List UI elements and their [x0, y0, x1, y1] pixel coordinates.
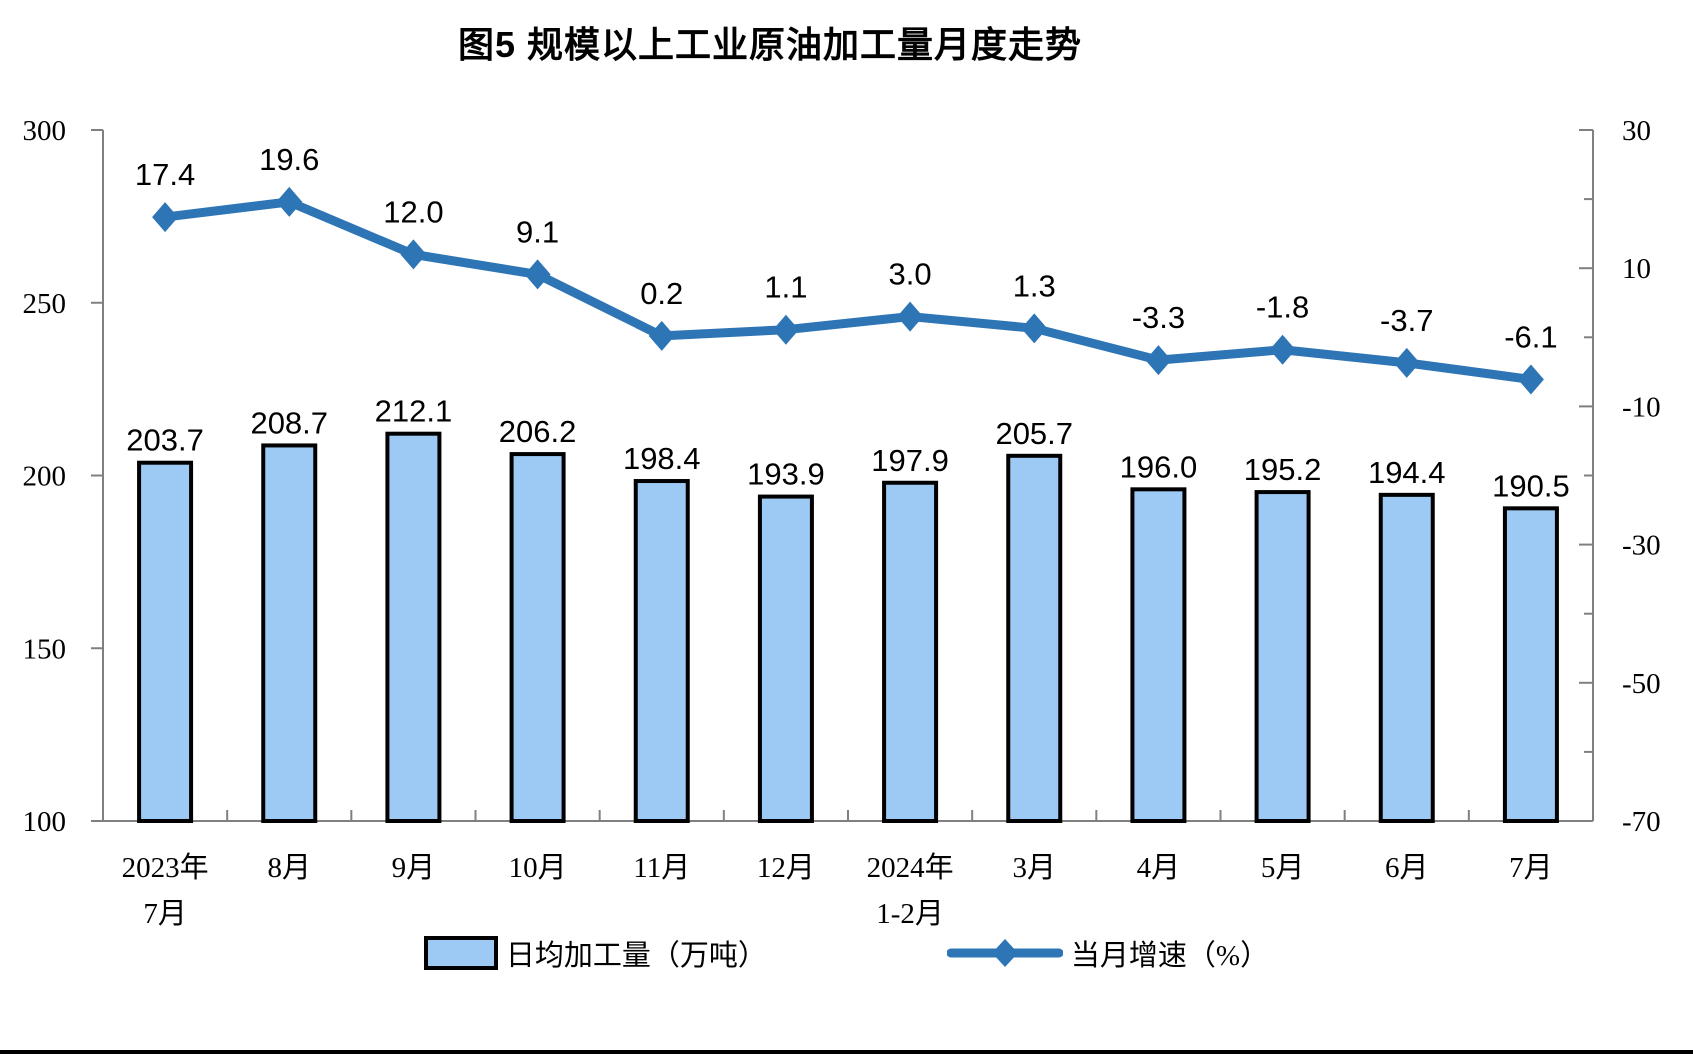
line-marker-icon	[648, 320, 675, 351]
bar-value-label: 190.5	[1492, 468, 1570, 503]
x-axis-label: 9月	[392, 852, 436, 884]
left-axis-tick-label: 300	[23, 115, 67, 147]
legend-diamond-icon	[991, 939, 1018, 967]
x-axis-label: 7月	[1509, 852, 1553, 884]
line-marker-icon	[1269, 334, 1296, 365]
bar	[882, 480, 939, 823]
bar	[509, 452, 566, 823]
x-axis-label: 10月	[509, 852, 567, 884]
right-axis-tick-label: -70	[1622, 806, 1661, 838]
x-axis-label: 3月	[1012, 852, 1056, 884]
left-axis-tick-label: 100	[23, 806, 67, 838]
left-axis-tick-label: 250	[23, 288, 67, 320]
bar-value-label: 194.4	[1368, 455, 1446, 490]
line-value-label: 3.0	[889, 257, 932, 292]
bar	[633, 479, 690, 823]
left-axis-tick-label: 150	[23, 633, 67, 665]
line-marker-icon	[152, 202, 179, 233]
growth-line	[160, 197, 1536, 384]
left-axis-tick-label: 200	[23, 461, 67, 493]
x-axis-label: 11月	[633, 852, 690, 884]
line-value-label: 19.6	[259, 142, 319, 177]
line-marker-icon	[524, 259, 551, 290]
x-axis-label: 8月	[267, 852, 311, 884]
legend: 日均加工量（万吨） 当月增速（%）	[0, 932, 1693, 974]
x-axis-label: 7月	[143, 898, 187, 930]
bar-legend-swatch-icon	[423, 936, 498, 970]
bar-value-label: 208.7	[250, 405, 328, 440]
line-value-label: 0.2	[640, 276, 683, 311]
line-marker-icon	[897, 301, 924, 332]
line-value-label: 1.1	[764, 270, 807, 305]
line-value-label: -3.3	[1132, 300, 1185, 335]
right-axis-tick-label: -50	[1622, 668, 1661, 700]
line-marker-icon	[1393, 347, 1420, 378]
bar-value-label: 193.9	[747, 457, 825, 492]
line-marker-icon	[1021, 313, 1048, 344]
legend-item-line: 当月增速（%）	[946, 932, 1270, 974]
bar-value-label: 205.7	[995, 416, 1073, 451]
line-value-label: 12.0	[383, 194, 443, 229]
line-marker-icon	[772, 314, 799, 345]
line-marker-icon	[1517, 364, 1544, 395]
x-axis-label: 4月	[1137, 852, 1181, 884]
right-axis-tick-label: 30	[1622, 115, 1651, 147]
line-legend-marker-icon	[946, 939, 1063, 967]
line-marker-icon	[400, 239, 427, 270]
bar	[1254, 490, 1311, 823]
bar	[757, 494, 814, 823]
bar-legend-label: 日均加工量（万吨）	[505, 940, 767, 972]
right-axis-tick-label: -10	[1622, 391, 1661, 423]
bar-value-label: 196.0	[1120, 449, 1198, 484]
x-axis-label: 6月	[1385, 852, 1429, 884]
line-value-label: 1.3	[1013, 268, 1056, 303]
bar-value-label: 203.7	[126, 423, 204, 458]
right-axis-tick-label: -30	[1622, 530, 1661, 562]
bottom-border-line	[0, 1050, 1693, 1054]
bar	[1006, 453, 1063, 823]
x-axis-label: 12月	[757, 852, 815, 884]
line-marker-icon	[1145, 345, 1172, 376]
bar-value-label: 197.9	[871, 443, 949, 478]
bar	[1502, 506, 1559, 823]
line-value-label: 9.1	[516, 214, 559, 249]
bar	[1130, 487, 1187, 823]
line-value-label: 17.4	[135, 157, 195, 192]
x-axis-label: 1-2月	[876, 898, 944, 930]
bar-value-label: 198.4	[623, 441, 701, 476]
bar-value-label: 212.1	[375, 394, 453, 429]
line-value-label: -1.8	[1256, 290, 1309, 325]
line-value-label: -3.7	[1380, 303, 1433, 338]
bar	[137, 460, 194, 823]
x-axis-label: 2023年	[122, 851, 209, 884]
line-marker-icon	[276, 186, 303, 217]
bar	[385, 431, 442, 823]
bar	[261, 443, 318, 823]
x-axis-label: 2024年	[867, 851, 954, 884]
right-axis-tick-label: 10	[1622, 253, 1651, 285]
bar	[1378, 492, 1435, 823]
chart-title: 图5 规模以上工业原油加工量月度走势	[457, 24, 1083, 65]
bar-value-label: 206.2	[499, 414, 577, 449]
legend-item-bar: 日均加工量（万吨）	[423, 932, 767, 974]
x-axis-label: 5月	[1261, 852, 1305, 884]
bar-value-label: 195.2	[1244, 452, 1322, 487]
line-value-label: -6.1	[1504, 319, 1557, 354]
line-legend-label: 当月增速（%）	[1070, 940, 1270, 972]
